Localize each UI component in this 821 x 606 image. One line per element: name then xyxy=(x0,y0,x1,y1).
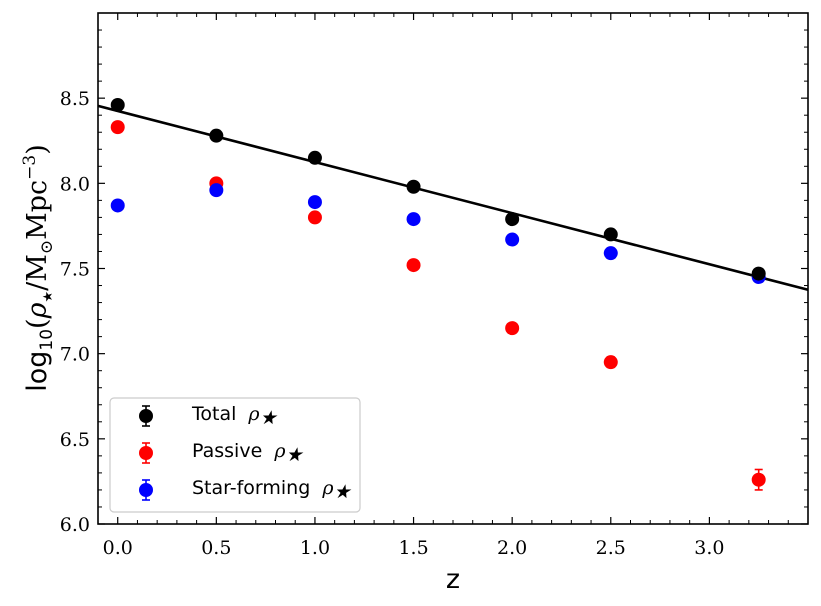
point-passive xyxy=(110,120,125,135)
point-star-forming xyxy=(110,198,125,213)
legend-marker-passive xyxy=(139,446,153,460)
point-passive xyxy=(603,355,618,370)
point-passive xyxy=(406,258,421,273)
x-tick-label: 2.5 xyxy=(596,537,626,559)
y-tick-label: 6.0 xyxy=(60,514,90,536)
y-tick-label: 8.0 xyxy=(60,173,90,195)
legend-label-passive: Passive ρ★ xyxy=(192,440,303,466)
legend: Total ρ★ Passive ρ★ Star-forming ρ★ xyxy=(109,397,361,513)
point-star-forming xyxy=(603,246,618,261)
point-total xyxy=(406,179,421,194)
x-tick-label: 0.0 xyxy=(103,537,133,559)
point-total xyxy=(505,212,520,227)
y-axis-title: log10(ρ★/M⊙Mpc−3) xyxy=(20,144,57,392)
y-tick-label: 7.0 xyxy=(60,344,90,366)
legend-box xyxy=(109,397,361,513)
y-tick-label: 8.5 xyxy=(60,88,90,110)
point-passive xyxy=(307,210,322,225)
legend-markers xyxy=(139,405,153,501)
x-tick-label: 1.5 xyxy=(398,537,428,559)
point-star-forming xyxy=(406,212,421,227)
x-tick-label: 0.5 xyxy=(201,537,231,559)
point-total xyxy=(603,227,618,242)
legend-label-total: Total ρ★ xyxy=(191,403,278,429)
point-star-forming xyxy=(209,183,224,198)
x-tick-label: 2.0 xyxy=(497,537,527,559)
point-total xyxy=(110,97,125,112)
x-tick-label: 3.0 xyxy=(694,537,724,559)
data-points-layer xyxy=(110,97,766,491)
fit-line xyxy=(97,104,809,292)
point-passive xyxy=(505,321,520,336)
point-passive xyxy=(751,472,766,487)
point-total xyxy=(209,128,224,143)
point-total xyxy=(307,150,322,165)
plot-frame xyxy=(97,12,809,525)
legend-label-star-forming: Star-forming ρ★ xyxy=(192,477,352,503)
legend-marker-total xyxy=(139,409,153,423)
point-total xyxy=(751,266,766,281)
x-tick-label: 1.0 xyxy=(300,537,330,559)
x-axis-title: z xyxy=(446,564,460,595)
y-tick-label: 6.5 xyxy=(60,429,90,451)
point-star-forming xyxy=(307,195,322,210)
point-star-forming xyxy=(505,232,520,247)
fit-line-layer xyxy=(97,104,809,292)
legend-marker-star-forming xyxy=(139,483,153,497)
y-tick-label: 7.5 xyxy=(60,259,90,281)
